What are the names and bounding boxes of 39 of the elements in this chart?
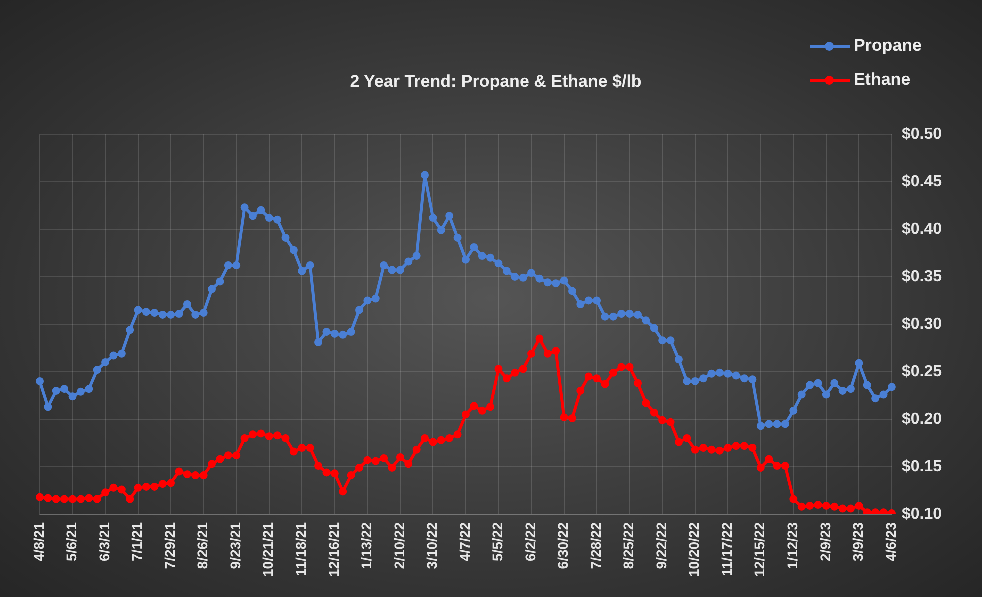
y-tick-label: $0.40 — [902, 220, 942, 238]
x-tick-label: 1/12/23 — [784, 522, 801, 570]
x-tick-label: 4/7/22 — [456, 522, 473, 562]
x-tick-label: 12/15/22 — [752, 522, 768, 578]
y-tick-label: $0.15 — [902, 458, 942, 476]
x-tick-label: 11/17/22 — [718, 522, 735, 576]
y-tick-label: $0.45 — [902, 173, 942, 190]
x-tick-label: 10/20/22 — [686, 522, 702, 578]
x-tick-label: 5/5/22 — [490, 522, 506, 562]
x-tick-label: 6/3/21 — [96, 522, 112, 562]
legend-label: Propane — [854, 36, 922, 56]
x-tick-label: 2/9/23 — [817, 522, 834, 562]
x-tick-label: 6/2/22 — [522, 522, 538, 562]
x-tick-label: 7/29/21 — [162, 522, 178, 570]
x-tick-label: 12/16/21 — [326, 522, 342, 578]
x-tick-label: 8/25/22 — [620, 522, 637, 570]
x-tick-label: 5/6/21 — [64, 522, 80, 562]
x-tick-label: 7/28/22 — [588, 522, 604, 570]
x-tick-label: 4/8/21 — [30, 522, 47, 562]
y-tick-label: $0.20 — [902, 410, 942, 428]
y-tick-label: $0.50 — [902, 126, 942, 143]
y-tick-label: $0.35 — [902, 268, 942, 286]
x-tick-label: 4/6/23 — [882, 522, 899, 562]
x-tick-label: 7/1/21 — [129, 522, 146, 562]
chart-subtitle: 2 Year Trend: Propane & Ethane $/lb — [350, 72, 642, 91]
x-tick-label: 3/9/23 — [850, 522, 866, 562]
x-tick-label: 2/10/22 — [391, 522, 408, 570]
x-tick-label: 3/10/22 — [424, 522, 440, 570]
y-tick-label: $0.10 — [902, 506, 942, 523]
legend-label: Ethane — [854, 70, 911, 90]
x-tick-label: 8/26/21 — [194, 522, 211, 570]
x-tick-label: 9/22/22 — [653, 522, 670, 570]
x-tick-label: 1/13/22 — [358, 522, 375, 570]
y-tick-label: $0.25 — [902, 363, 942, 380]
x-tick-label: 10/21/21 — [260, 522, 276, 578]
x-tick-label: 11/18/21 — [293, 522, 309, 576]
x-tick-label: 6/30/22 — [555, 522, 572, 570]
x-tick-label: 9/23/21 — [227, 522, 244, 570]
y-tick-label: $0.30 — [902, 316, 942, 333]
